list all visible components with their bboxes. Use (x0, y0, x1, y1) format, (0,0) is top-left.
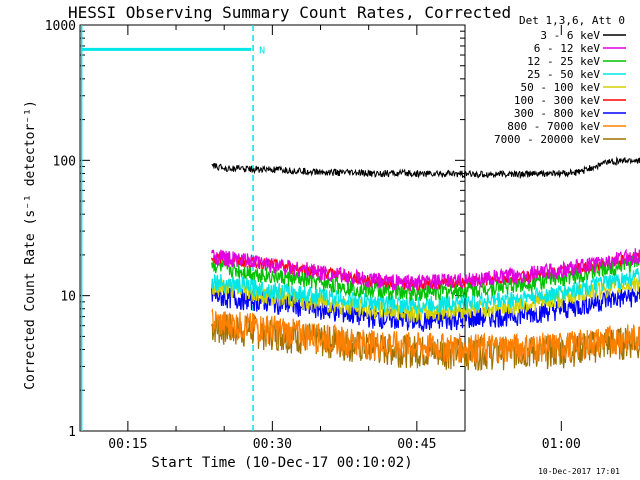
plot-frame (79, 24, 466, 432)
series-line (211, 307, 640, 364)
x-tick-label: 00:45 (397, 437, 436, 452)
series-line (211, 312, 640, 372)
series-line (211, 267, 640, 315)
plot-area: 110100100000:1500:3000:4501:0001:1501:30… (45, 19, 640, 452)
night-flag-label: N (259, 45, 265, 56)
x-axis-label: Start Time (10-Dec-17 00:10:02) (151, 455, 412, 471)
y-tick-label: 10 (60, 290, 76, 305)
legend-title: Det 1,3,6, Att 0 (519, 14, 625, 27)
y-axis-label: Corrected Count Rate (s⁻¹ detector⁻¹) (23, 100, 38, 390)
legend-label: 12 - 25 keV (527, 55, 600, 68)
legend-label: 800 - 7000 keV (507, 120, 600, 133)
legend-label: 50 - 100 keV (521, 81, 601, 94)
legend-label: 300 - 800 keV (514, 107, 600, 120)
legend-label: 6 - 12 keV (534, 42, 601, 55)
series-line (211, 248, 640, 292)
legend-label: 100 - 300 keV (514, 94, 600, 107)
x-tick-label: 00:30 (253, 437, 292, 452)
y-tick-label: 1 (68, 425, 76, 440)
x-tick-label: 00:15 (108, 437, 147, 452)
y-tick-label: 1000 (45, 19, 76, 34)
x-tick-label: 01:00 (542, 437, 581, 452)
series-line (211, 156, 640, 180)
series-line (211, 255, 640, 302)
legend-label: 3 - 6 keV (540, 29, 600, 42)
footer-date: 10-Dec-2017 17:01 (538, 467, 620, 476)
chart-title: HESSI Observing Summary Count Rates, Cor… (68, 3, 511, 22)
y-tick-label: 100 (53, 154, 76, 169)
legend-label: 25 - 50 keV (527, 68, 600, 81)
legend-label: 7000 - 20000 keV (494, 133, 600, 146)
